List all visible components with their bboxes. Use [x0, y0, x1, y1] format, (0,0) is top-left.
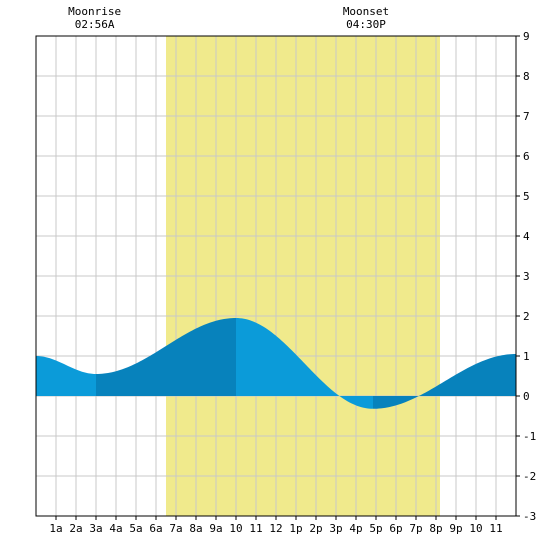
x-tick-label: 6p: [389, 522, 402, 535]
y-tick-label: -3: [523, 510, 536, 523]
y-tick-label: 9: [523, 30, 530, 43]
x-tick-label: 6a: [149, 522, 162, 535]
x-tick-label: 5p: [369, 522, 382, 535]
x-tick-label: 2a: [69, 522, 82, 535]
x-tick-label: 8p: [429, 522, 442, 535]
moonrise-time: 02:56A: [75, 18, 115, 31]
tide-band-light: [236, 318, 373, 409]
y-tick-label: -1: [523, 430, 536, 443]
moonset-label: Moonset: [343, 5, 389, 18]
x-axis-ticks: 1a 2a 3a 4a 5a 6a 7a 8a 9a 10 11 12 1p 2p 3p 4p 5p 6p 7p 8p…: [49, 516, 503, 535]
tide-band-dark: [373, 354, 516, 409]
y-tick-label: 2: [523, 310, 530, 323]
x-tick-label: 3a: [89, 522, 102, 535]
y-tick-label: 1: [523, 350, 530, 363]
y-tick-label: 5: [523, 190, 530, 203]
x-tick-label: 4p: [349, 522, 362, 535]
x-tick-label: 3p: [329, 522, 342, 535]
x-tick-label: 10: [229, 522, 242, 535]
y-tick-label: 4: [523, 230, 530, 243]
y-tick-label: 8: [523, 70, 530, 83]
x-tick-label: 11: [489, 522, 502, 535]
x-tick-label: 1p: [289, 522, 302, 535]
x-tick-label: 7a: [169, 522, 182, 535]
y-tick-label: 3: [523, 270, 530, 283]
tide-band-dark: [96, 318, 236, 396]
y-axis-ticks: 9 8 7 6 5 4 3 2 1 0 -1 -2 -3: [516, 30, 536, 523]
x-tick-label: 1a: [49, 522, 62, 535]
x-tick-label: 2p: [309, 522, 322, 535]
y-tick-label: 7: [523, 110, 530, 123]
y-tick-label: 0: [523, 390, 530, 403]
x-tick-label: 7p: [409, 522, 422, 535]
x-tick-label: 10: [469, 522, 482, 535]
y-tick-label: 6: [523, 150, 530, 163]
x-tick-label: 5a: [129, 522, 142, 535]
x-tick-label: 9a: [209, 522, 222, 535]
moonrise-label: Moonrise: [68, 5, 121, 18]
x-tick-label: 12: [269, 522, 282, 535]
y-tick-label: -2: [523, 470, 536, 483]
tide-area: [36, 318, 516, 409]
x-tick-label: 11: [249, 522, 262, 535]
grid-lines: [36, 36, 516, 516]
x-tick-label: 8a: [189, 522, 202, 535]
moonset-time: 04:30P: [346, 18, 386, 31]
x-tick-label: 9p: [449, 522, 462, 535]
x-tick-label: 4a: [109, 522, 122, 535]
tide-band-light: [36, 356, 96, 396]
